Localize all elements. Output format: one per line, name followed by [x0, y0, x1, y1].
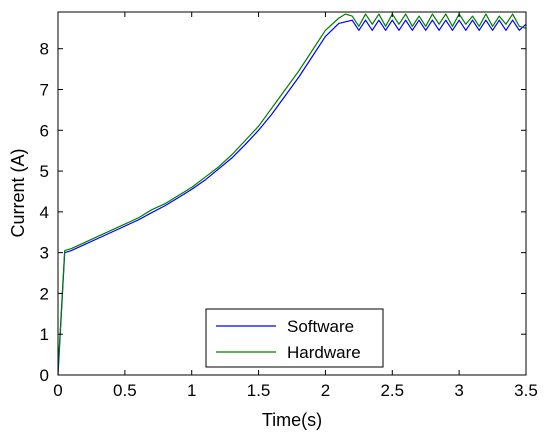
y-tick-label: 2 — [40, 284, 49, 303]
y-axis-title: Current (A) — [8, 148, 28, 237]
x-tick-label: 2 — [321, 381, 330, 400]
x-tick-label: 0 — [53, 381, 62, 400]
y-tick-label: 1 — [40, 325, 49, 344]
x-tick-label: 3 — [454, 381, 463, 400]
plot-frame — [57, 11, 527, 376]
series-line-software — [57, 19, 527, 376]
y-tick-label: 0 — [40, 366, 49, 385]
x-tick-label: 1 — [187, 381, 196, 400]
y-tick-label: 3 — [40, 244, 49, 263]
x-axis-title: Time(s) — [262, 410, 322, 430]
legend-label-hardware: Hardware — [287, 343, 361, 362]
legend-box — [205, 308, 384, 368]
x-tick-label: 1.5 — [247, 381, 271, 400]
y-tick-label: 7 — [40, 80, 49, 99]
x-tick-label: 0.5 — [113, 381, 137, 400]
series-layer — [57, 13, 527, 376]
x-tick-label: 3.5 — [514, 381, 538, 400]
y-tick-label: 8 — [40, 40, 49, 59]
legend: Software Hardware — [205, 308, 384, 368]
series-line-hardware — [57, 13, 527, 371]
x-tick-label: 2.5 — [380, 381, 404, 400]
y-tick-label: 4 — [40, 203, 49, 222]
y-tick-label: 6 — [40, 121, 49, 140]
axis-layer: 0 0.5 1 1.5 2 2.5 3 3.5 0 1 2 3 4 5 6 7 8 — [40, 12, 538, 400]
y-tick-label: 5 — [40, 162, 49, 181]
legend-label-software: Software — [287, 317, 354, 336]
